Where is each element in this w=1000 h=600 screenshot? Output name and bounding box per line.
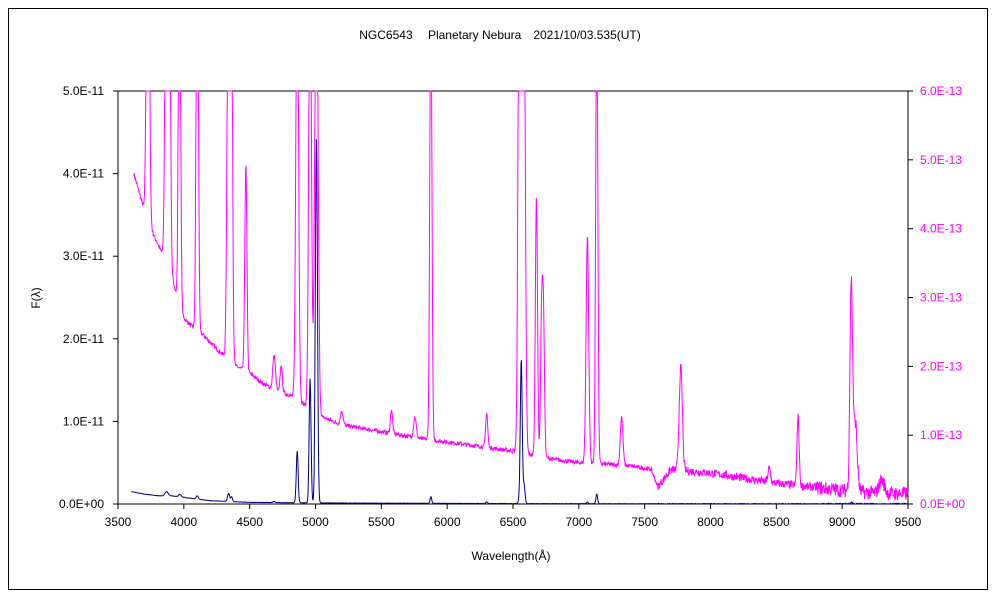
x-tick-label: 7000: [565, 515, 592, 529]
y-left-tick-label: 2.0E-11: [63, 332, 104, 346]
x-tick-label: 5500: [368, 515, 395, 529]
y-left-tick-label: 3.0E-11: [63, 249, 104, 263]
chart-frame: [8, 8, 988, 590]
x-tick-label: 4000: [170, 515, 197, 529]
y-right-tick-label: 3.0E-13: [920, 291, 962, 305]
plot-area: [117, 90, 909, 505]
y-left-tick-label: 1.0E-11: [63, 414, 104, 428]
x-tick-label: 8000: [697, 515, 724, 529]
x-tick-label: 9000: [829, 515, 856, 529]
x-tick-label: 6500: [500, 515, 527, 529]
x-tick-label: 3500: [105, 515, 132, 529]
y-right-tick-label: 2.0E-13: [920, 359, 962, 373]
y-right-tick-label: 6.0E-13: [920, 84, 962, 98]
y-axis-label: F(λ): [29, 287, 43, 308]
y-left-tick-label: 0.0E+00: [59, 497, 104, 511]
y-left-tick-label: 5.0E-11: [63, 84, 104, 98]
y-left-tick-label: 4.0E-11: [63, 167, 104, 181]
y-right-tick-label: 4.0E-13: [920, 222, 962, 236]
series-line-scaled: [133, 90, 909, 502]
x-tick-label: 4500: [236, 515, 263, 529]
x-tick-label: 8500: [763, 515, 790, 529]
x-tick-label: 5000: [302, 515, 329, 529]
x-tick-label: 7500: [631, 515, 658, 529]
y-right-tick-label: 5.0E-13: [920, 153, 962, 167]
x-tick-label: 6000: [434, 515, 461, 529]
x-axis-label: Wavelength(Å): [472, 548, 551, 563]
y-right-tick-label: 0.0E+00: [920, 497, 965, 511]
chart-title: NGC6543 Planetary Nebura 2021/10/03.535(…: [359, 28, 641, 42]
series-line-main: [131, 139, 908, 506]
x-tick-label: 9500: [895, 515, 922, 529]
y-right-tick-label: 1.0E-13: [920, 428, 962, 442]
